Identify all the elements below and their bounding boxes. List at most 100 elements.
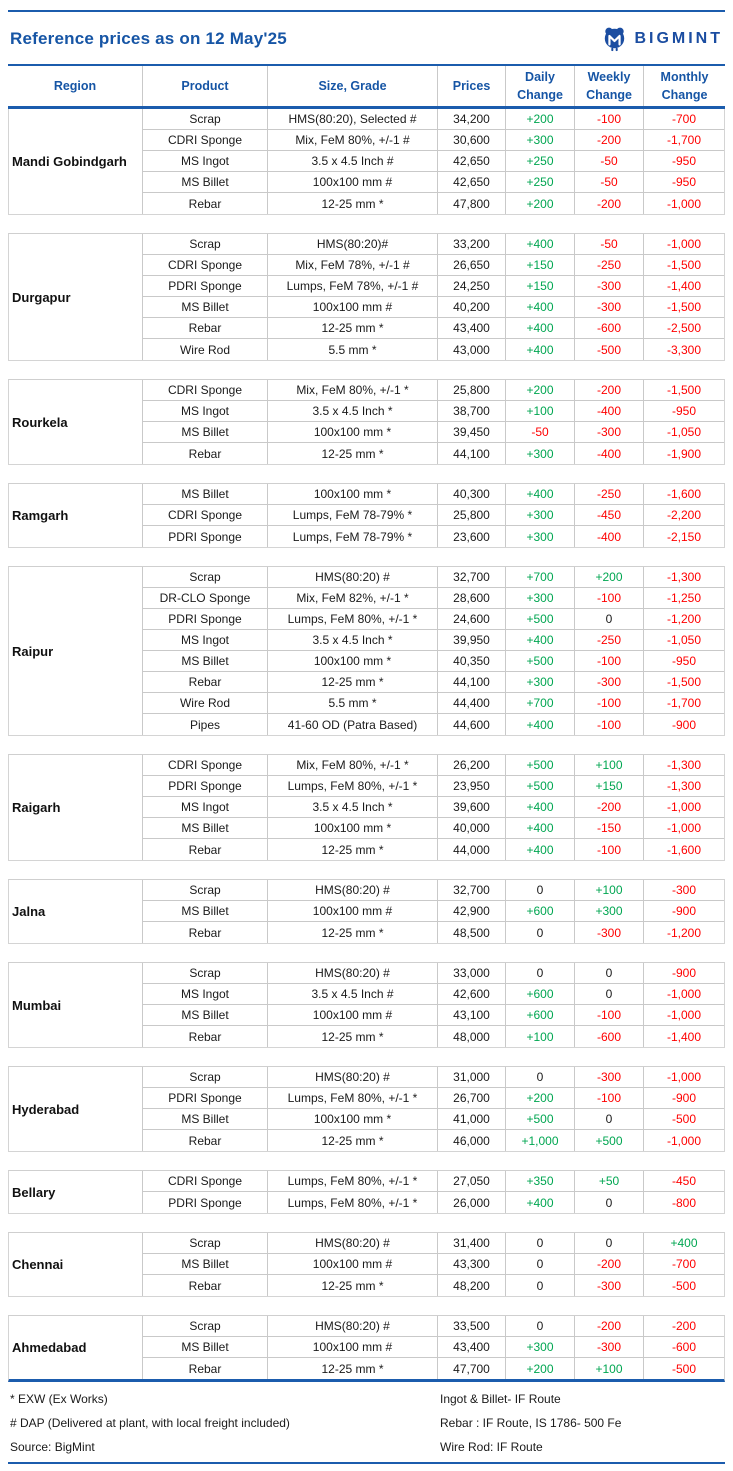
- monthly-change-cell: -1,000: [666, 1133, 702, 1148]
- table-row: CDRI Sponge Mix, FeM 80%, +/-1 # 30,600 …: [143, 130, 724, 151]
- product-cell: Rebar: [143, 1358, 268, 1379]
- price-cell: 38,700: [438, 401, 506, 421]
- product-cell: CDRI Sponge: [143, 1171, 268, 1191]
- price-cell: 42,600: [438, 984, 506, 1004]
- weekly-change-cell: -300: [575, 922, 644, 943]
- size-grade-cell: 12-25 mm *: [268, 1130, 438, 1151]
- daily-change-cell: +250: [506, 172, 575, 192]
- column-header-daily-change: Daily Change: [506, 66, 575, 106]
- price-cell: 47,800: [438, 193, 506, 214]
- price-cell: 42,900: [438, 901, 506, 921]
- weekly-change-cell: -150: [575, 818, 644, 838]
- table-row: CDRI Sponge Lumps, FeM 80%, +/-1 * 27,05…: [143, 1171, 724, 1192]
- daily-change-cell: +300: [506, 443, 575, 464]
- product-cell: MS Ingot: [143, 984, 268, 1004]
- region-rows: CDRI Sponge Mix, FeM 80%, +/-1 * 25,800 …: [143, 380, 724, 464]
- table-row: Rebar 12-25 mm * 47,700 +200 +100 -500: [143, 1358, 724, 1379]
- price-cell: 43,400: [438, 318, 506, 338]
- product-cell: Rebar: [143, 1026, 268, 1047]
- weekly-change-cell: -300: [575, 1067, 644, 1087]
- column-header-size-grade: Size, Grade: [268, 66, 438, 106]
- region-name: Raigarh: [9, 755, 143, 860]
- daily-change-cell: 0: [506, 1233, 575, 1253]
- product-cell: MS Billet: [143, 422, 268, 442]
- price-cell: 25,800: [438, 380, 506, 400]
- size-grade-cell: 100x100 mm #: [268, 172, 438, 192]
- daily-change-cell: -50: [506, 422, 575, 442]
- table-row: MS Billet 100x100 mm * 41,000 +500 0 -50…: [143, 1109, 724, 1130]
- price-cell: 43,400: [438, 1337, 506, 1357]
- product-cell: Scrap: [143, 109, 268, 129]
- weekly-change-cell: +100: [575, 880, 644, 900]
- product-cell: DR-CLO Sponge: [143, 588, 268, 608]
- product-cell: MS Billet: [143, 1109, 268, 1129]
- monthly-change-cell: -1,050: [666, 633, 702, 647]
- daily-change-cell: +500: [506, 776, 575, 796]
- weekly-change-cell: 0: [575, 609, 644, 629]
- daily-change-cell: +400: [506, 484, 575, 504]
- weekly-change-cell: 0: [575, 1192, 644, 1213]
- price-cell: 30,600: [438, 130, 506, 150]
- weekly-change-cell: -300: [575, 672, 644, 692]
- size-grade-cell: Lumps, FeM 78-79% *: [268, 505, 438, 525]
- region-name: Mandi Gobindgarh: [9, 109, 143, 214]
- region-section: Mandi Gobindgarh Scrap HMS(80:20), Selec…: [8, 109, 725, 215]
- daily-change-cell: +300: [506, 130, 575, 150]
- daily-change-cell: 0: [506, 1316, 575, 1336]
- monthly-change-cell: -1,300: [666, 779, 702, 793]
- weekly-change-cell: 0: [575, 1233, 644, 1253]
- monthly-change-cell: -1,300: [666, 570, 702, 584]
- size-grade-cell: Lumps, FeM 80%, +/-1 *: [268, 1192, 438, 1213]
- product-cell: MS Ingot: [143, 630, 268, 650]
- weekly-change-cell: -100: [575, 714, 644, 735]
- daily-change-cell: +400: [506, 714, 575, 735]
- table-row: Scrap HMS(80:20) # 33,500 0 -200 -200: [143, 1316, 724, 1337]
- monthly-change-cell: -450: [671, 1174, 697, 1188]
- price-cell: 42,650: [438, 151, 506, 171]
- size-grade-cell: HMS(80:20) #: [268, 1067, 438, 1087]
- price-cell: 48,000: [438, 1026, 506, 1047]
- monthly-change-cell: -1,300: [666, 758, 702, 772]
- column-header-prices: Prices: [438, 66, 506, 106]
- price-cell: 43,000: [438, 339, 506, 360]
- weekly-change-cell: -100: [575, 588, 644, 608]
- weekly-change-cell: -100: [575, 651, 644, 671]
- size-grade-cell: 12-25 mm *: [268, 1358, 438, 1379]
- monthly-change-cell: -2,500: [666, 321, 702, 335]
- size-grade-cell: HMS(80:20), Selected #: [268, 109, 438, 129]
- size-grade-cell: 100x100 mm #: [268, 297, 438, 317]
- daily-change-cell: 0: [506, 880, 575, 900]
- monthly-change-cell: -300: [671, 883, 697, 897]
- region-rows: Scrap HMS(80:20) # 33,500 0 -200 -200 MS…: [143, 1316, 724, 1379]
- table-row: Scrap HMS(80:20)# 33,200 +400 -50 -1,000: [143, 234, 724, 255]
- product-cell: Scrap: [143, 880, 268, 900]
- weekly-change-cell: -500: [575, 339, 644, 360]
- size-grade-cell: HMS(80:20) #: [268, 567, 438, 587]
- table-row: PDRI Sponge Lumps, FeM 80%, +/-1 * 26,00…: [143, 1192, 724, 1213]
- product-cell: Rebar: [143, 1275, 268, 1296]
- weekly-change-cell: -200: [575, 797, 644, 817]
- monthly-change-cell: -600: [671, 1340, 697, 1354]
- region-rows: Scrap HMS(80:20) # 33,000 0 0 -900 MS In…: [143, 963, 724, 1047]
- region-name: Bellary: [9, 1171, 143, 1213]
- monthly-change-cell: -900: [671, 904, 697, 918]
- weekly-change-cell: -100: [575, 1005, 644, 1025]
- size-grade-cell: HMS(80:20) #: [268, 1233, 438, 1253]
- daily-change-cell: +200: [506, 109, 575, 129]
- bottom-divider: [8, 1462, 725, 1464]
- price-cell: 28,600: [438, 588, 506, 608]
- weekly-change-cell: +100: [575, 755, 644, 775]
- weekly-change-cell: -300: [575, 422, 644, 442]
- daily-change-cell: +200: [506, 1088, 575, 1108]
- table-row: DR-CLO Sponge Mix, FeM 82%, +/-1 * 28,60…: [143, 588, 724, 609]
- table-header-row: Region Product Size, Grade Prices Daily C…: [8, 64, 725, 109]
- monthly-change-cell: -200: [671, 1319, 697, 1333]
- daily-change-cell: 0: [506, 1275, 575, 1296]
- table-row: Pipes 41-60 OD (Patra Based) 44,600 +400…: [143, 714, 724, 735]
- size-grade-cell: 100x100 mm #: [268, 901, 438, 921]
- size-grade-cell: 12-25 mm *: [268, 922, 438, 943]
- price-cell: 40,300: [438, 484, 506, 504]
- price-cell: 44,100: [438, 672, 506, 692]
- table-row: Rebar 12-25 mm * 43,400 +400 -600 -2,500: [143, 318, 724, 339]
- monthly-change-cell: -900: [671, 966, 697, 980]
